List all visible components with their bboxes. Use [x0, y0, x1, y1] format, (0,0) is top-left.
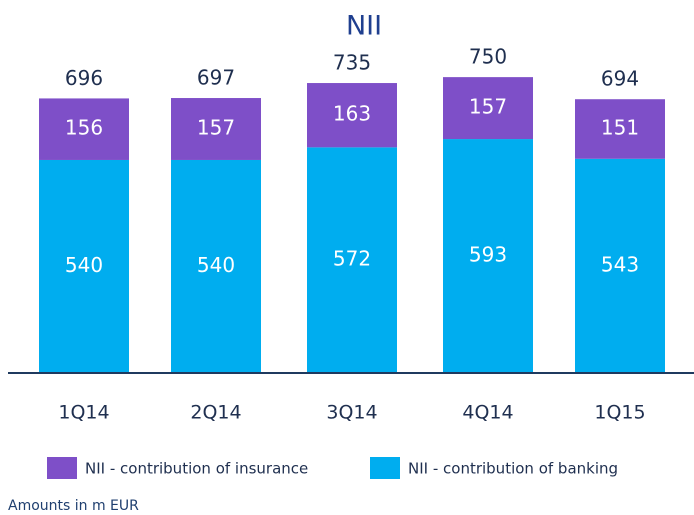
bar-segment	[39, 98, 129, 160]
footnote: Amounts in m EUR	[8, 498, 139, 514]
data-label: 543	[601, 252, 639, 276]
x-tick-label: 1Q15	[594, 402, 645, 424]
total-label: 696	[65, 66, 103, 90]
bar-segment	[39, 159, 129, 373]
x-tick-label: 2Q14	[190, 402, 241, 424]
bar-segment	[443, 139, 533, 373]
data-label: 593	[469, 243, 507, 267]
bar-segment	[307, 83, 397, 148]
bar-segment	[307, 147, 397, 373]
legend-swatch	[47, 457, 77, 479]
x-tick-label: 3Q14	[326, 402, 377, 424]
bar-segment	[171, 159, 261, 373]
data-label: 163	[333, 102, 371, 126]
bar-segment	[171, 98, 261, 160]
total-label: 694	[601, 67, 639, 91]
legend-label: NII - contribution of insurance	[85, 460, 308, 478]
total-label: 697	[197, 66, 235, 90]
data-label: 540	[197, 253, 235, 277]
bar-segment	[443, 77, 533, 140]
x-tick-label: 1Q14	[58, 402, 109, 424]
chart-title: NII	[346, 11, 382, 42]
bar-segment	[575, 158, 665, 373]
bar-segment	[575, 99, 665, 159]
data-label: 151	[601, 116, 639, 140]
data-label: 157	[197, 116, 235, 140]
x-tick-label: 4Q14	[462, 402, 513, 424]
total-label: 735	[333, 51, 371, 75]
total-label: 750	[469, 45, 507, 69]
data-label: 572	[333, 247, 371, 271]
data-label: 156	[65, 116, 103, 140]
data-label: 540	[65, 253, 103, 277]
data-label: 157	[469, 95, 507, 119]
legend-label: NII - contribution of banking	[408, 460, 618, 478]
legend-swatch	[370, 457, 400, 479]
